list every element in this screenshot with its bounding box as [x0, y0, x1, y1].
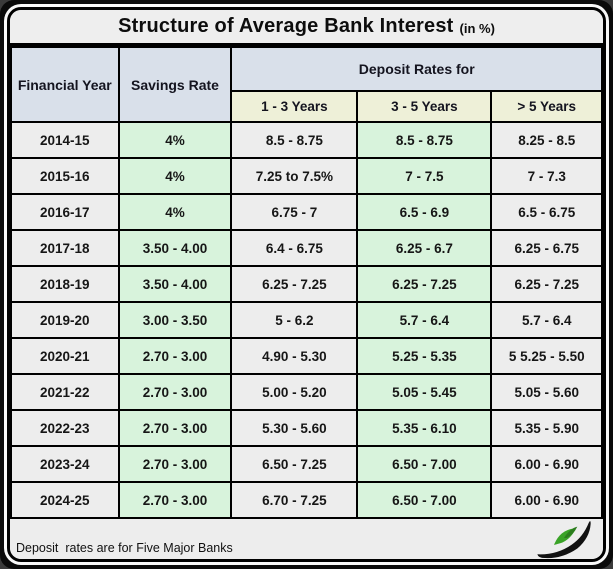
cell-deposit-1-3-years: 6.50 - 7.25 — [230, 445, 359, 483]
cell-deposit-3-5-years: 6.5 - 6.9 — [356, 193, 493, 231]
cell-deposit-1-3-years: 6.4 - 6.75 — [230, 229, 359, 267]
cell-savings-rate: 4% — [117, 121, 233, 159]
cell-deposit-gt-5-years: 5.05 - 5.60 — [490, 373, 603, 411]
bank-interest-table: Financial Year Savings Rate Deposit Rate… — [10, 46, 603, 519]
cell-financial-year: 2017-18 — [10, 229, 120, 267]
cell-savings-rate: 2.70 - 3.00 — [117, 445, 233, 483]
cell-deposit-gt-5-years: 7 - 7.3 — [490, 157, 603, 195]
cell-deposit-1-3-years: 7.25 to 7.5% — [230, 157, 359, 195]
table-row: 2015-16 4% 7.25 to 7.5% 7 - 7.5 7 - 7.3 — [10, 157, 603, 195]
cell-savings-rate: 4% — [117, 157, 233, 195]
cell-deposit-1-3-years: 5.00 - 5.20 — [230, 373, 359, 411]
cell-deposit-gt-5-years: 6.00 - 6.90 — [490, 481, 603, 519]
cell-savings-rate: 2.70 - 3.00 — [117, 373, 233, 411]
col-header-3-5-years: 3 - 5 Years — [356, 90, 493, 123]
leaf-swoosh-logo-icon — [535, 519, 593, 559]
cell-financial-year: 2023-24 — [10, 445, 120, 483]
page-title: Structure of Average Bank Interest — [118, 15, 454, 37]
content-panel: Structure of Average Bank Interest (in %… — [7, 7, 606, 562]
cell-savings-rate: 2.70 - 3.00 — [117, 337, 233, 375]
cell-deposit-gt-5-years: 6.5 - 6.75 — [490, 193, 603, 231]
cell-savings-rate: 3.00 - 3.50 — [117, 301, 233, 339]
cell-deposit-3-5-years: 6.25 - 6.7 — [356, 229, 493, 267]
cell-financial-year: 2021-22 — [10, 373, 120, 411]
table-row: 2016-17 4% 6.75 - 7 6.5 - 6.9 6.5 - 6.75 — [10, 193, 603, 231]
cell-deposit-1-3-years: 4.90 - 5.30 — [230, 337, 359, 375]
table-body: 2014-15 4% 8.5 - 8.75 8.5 - 8.75 8.25 - … — [10, 121, 603, 519]
table-row: 2024-25 2.70 - 3.00 6.70 - 7.25 6.50 - 7… — [10, 481, 603, 519]
cell-deposit-1-3-years: 6.70 - 7.25 — [230, 481, 359, 519]
table-row: 2023-24 2.70 - 3.00 6.50 - 7.25 6.50 - 7… — [10, 445, 603, 483]
cell-deposit-3-5-years: 5.05 - 5.45 — [356, 373, 493, 411]
footer-bar: Deposit rates are for Five Major Banks — [10, 519, 603, 559]
cell-deposit-1-3-years: 6.75 - 7 — [230, 193, 359, 231]
cell-deposit-3-5-years: 7 - 7.5 — [356, 157, 493, 195]
table-row: 2019-20 3.00 - 3.50 5 - 6.2 5.7 - 6.4 5.… — [10, 301, 603, 339]
table-row: 2020-21 2.70 - 3.00 4.90 - 5.30 5.25 - 5… — [10, 337, 603, 375]
cell-savings-rate: 3.50 - 4.00 — [117, 265, 233, 303]
cell-savings-rate: 4% — [117, 193, 233, 231]
cell-deposit-3-5-years: 6.25 - 7.25 — [356, 265, 493, 303]
table-row: 2022-23 2.70 - 3.00 5.30 - 5.60 5.35 - 6… — [10, 409, 603, 447]
col-header-1-3-years: 1 - 3 Years — [230, 90, 359, 123]
cell-deposit-3-5-years: 5.7 - 6.4 — [356, 301, 493, 339]
cell-financial-year: 2014-15 — [10, 121, 120, 159]
table-row: 2021-22 2.70 - 3.00 5.00 - 5.20 5.05 - 5… — [10, 373, 603, 411]
cell-deposit-gt-5-years: 5 5.25 - 5.50 — [490, 337, 603, 375]
cell-deposit-1-3-years: 8.5 - 8.75 — [230, 121, 359, 159]
cell-savings-rate: 2.70 - 3.00 — [117, 481, 233, 519]
cell-financial-year: 2020-21 — [10, 337, 120, 375]
cell-savings-rate: 2.70 - 3.00 — [117, 409, 233, 447]
table-row: 2014-15 4% 8.5 - 8.75 8.5 - 8.75 8.25 - … — [10, 121, 603, 159]
cell-financial-year: 2022-23 — [10, 409, 120, 447]
cell-financial-year: 2018-19 — [10, 265, 120, 303]
cell-deposit-gt-5-years: 8.25 - 8.5 — [490, 121, 603, 159]
footer-note: Deposit rates are for Five Major Banks — [16, 541, 233, 555]
table-row: 2018-19 3.50 - 4.00 6.25 - 7.25 6.25 - 7… — [10, 265, 603, 303]
cell-financial-year: 2015-16 — [10, 157, 120, 195]
col-header-deposit-rates-group: Deposit Rates for — [230, 46, 603, 92]
cell-deposit-3-5-years: 5.25 - 5.35 — [356, 337, 493, 375]
title-unit-suffix: (in %) — [459, 20, 495, 36]
cell-savings-rate: 3.50 - 4.00 — [117, 229, 233, 267]
cell-deposit-gt-5-years: 6.25 - 7.25 — [490, 265, 603, 303]
cell-financial-year: 2016-17 — [10, 193, 120, 231]
cell-deposit-3-5-years: 6.50 - 7.00 — [356, 445, 493, 483]
cell-deposit-gt-5-years: 5.7 - 6.4 — [490, 301, 603, 339]
cell-financial-year: 2019-20 — [10, 301, 120, 339]
table-row: 2017-18 3.50 - 4.00 6.4 - 6.75 6.25 - 6.… — [10, 229, 603, 267]
title-bar: Structure of Average Bank Interest (in %… — [10, 10, 603, 46]
cell-deposit-1-3-years: 6.25 - 7.25 — [230, 265, 359, 303]
cell-deposit-3-5-years: 8.5 - 8.75 — [356, 121, 493, 159]
col-header-savings-rate: Savings Rate — [117, 46, 233, 123]
cell-financial-year: 2024-25 — [10, 481, 120, 519]
cell-deposit-1-3-years: 5.30 - 5.60 — [230, 409, 359, 447]
cell-deposit-3-5-years: 6.50 - 7.00 — [356, 481, 493, 519]
cell-deposit-gt-5-years: 5.35 - 5.90 — [490, 409, 603, 447]
table-header: Financial Year Savings Rate Deposit Rate… — [10, 46, 603, 123]
cell-deposit-gt-5-years: 6.25 - 6.75 — [490, 229, 603, 267]
cell-deposit-1-3-years: 5 - 6.2 — [230, 301, 359, 339]
cell-deposit-gt-5-years: 6.00 - 6.90 — [490, 445, 603, 483]
cell-deposit-3-5-years: 5.35 - 6.10 — [356, 409, 493, 447]
col-header-financial-year: Financial Year — [10, 46, 120, 123]
col-header-gt-5-years: > 5 Years — [490, 90, 603, 123]
